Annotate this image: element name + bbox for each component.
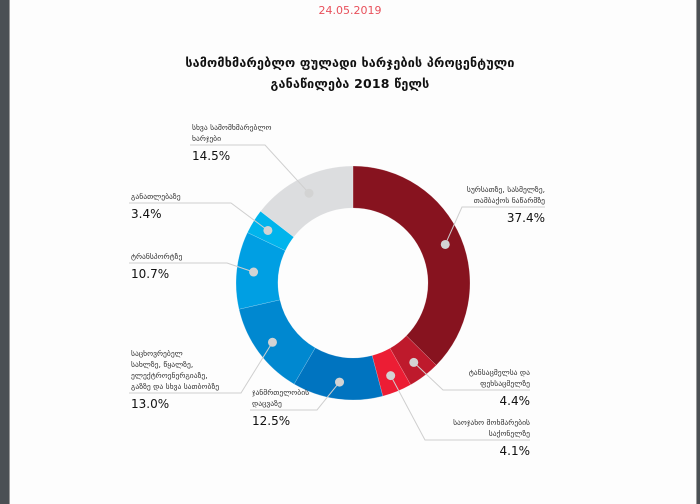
slice-value-label-6: 3.4% bbox=[131, 207, 162, 221]
callout-line-1 bbox=[413, 362, 530, 391]
slice-value-label-7: 14.5% bbox=[192, 149, 230, 163]
slice-label-0-line-1: თამბაქოს ნაწარმზე bbox=[474, 196, 545, 205]
callout-dot-7 bbox=[304, 188, 314, 198]
slice-labels: სურსათზე, სასმელზე, თამბაქოს ნაწარმზე 37.4… bbox=[131, 123, 545, 458]
callout-line-2 bbox=[390, 375, 530, 441]
donut-slice-4 bbox=[238, 299, 316, 385]
chart-title: სამომხმარებლო ფულადი ხარჯების პროცენტული… bbox=[0, 52, 700, 94]
slice-label-0-line-0: სურსათზე, სასმელზე, bbox=[467, 185, 545, 194]
slice-label-7-line-1: ხარჯები bbox=[192, 134, 221, 143]
donut-slices bbox=[235, 165, 471, 401]
callout-line-6 bbox=[129, 202, 269, 231]
callout-line-3 bbox=[250, 381, 340, 411]
callout-line-0 bbox=[444, 206, 545, 245]
callout-line-4 bbox=[129, 342, 273, 394]
callout-dot-0 bbox=[440, 239, 450, 249]
callout-line-5 bbox=[129, 262, 254, 273]
slice-label-4-line-0: საცხოვრებელ bbox=[131, 349, 183, 358]
slice-label-5-line-0: ტრანსპორტზე bbox=[131, 252, 182, 261]
donut-slice-0 bbox=[352, 165, 471, 366]
chart-title-line-2: განაწილება 2018 წელს bbox=[270, 76, 430, 91]
slice-label-4-line-1: სახლზე, წყალზე, bbox=[131, 360, 193, 369]
donut-slice-7 bbox=[260, 165, 354, 238]
chart-title-line-1: სამომხმარებლო ფულადი ხარჯების პროცენტული bbox=[185, 55, 515, 70]
callout-dot-3 bbox=[335, 377, 345, 387]
callout-dot-5 bbox=[249, 267, 259, 277]
slice-value-label-3: 12.5% bbox=[252, 414, 290, 428]
slice-label-1-line-0: ტანსაცმელსა და bbox=[469, 368, 530, 377]
slice-label-3-line-1: დაცვაზე bbox=[252, 399, 282, 408]
callout-dot-6 bbox=[263, 225, 273, 235]
callout-lines bbox=[129, 144, 545, 441]
slice-label-3-line-0: ჯანმრთელობის bbox=[252, 388, 309, 397]
donut-slice-5 bbox=[235, 232, 286, 310]
slice-label-2-line-0: საოჯახო მოხმარების bbox=[453, 418, 530, 427]
callout-dot-1 bbox=[409, 357, 419, 367]
callout-dot-4 bbox=[267, 337, 277, 347]
slice-value-label-0: 37.4% bbox=[507, 211, 545, 225]
slice-label-1-line-1: ფეხსაცმელზე bbox=[480, 379, 530, 388]
slice-label-7-line-0: სხვა სამომხმარებლო bbox=[192, 123, 272, 132]
slice-label-2-line-1: საქონელზე bbox=[489, 429, 530, 438]
slice-value-label-4: 13.0% bbox=[131, 397, 169, 411]
slice-label-4-line-3: გაზზე და სხვა სათბობზე bbox=[131, 382, 219, 391]
document-page bbox=[10, 0, 696, 504]
callout-line-7 bbox=[190, 144, 310, 194]
slice-value-label-2: 4.1% bbox=[500, 444, 531, 458]
document-date: 24.05.2019 bbox=[318, 4, 382, 17]
slice-label-4-line-2: ელექტროენერგიაზე, bbox=[131, 371, 208, 380]
slice-label-6-line-0: განათლებაზე bbox=[131, 192, 181, 201]
callout-dot-2 bbox=[386, 371, 396, 381]
slice-value-label-5: 10.7% bbox=[131, 267, 169, 281]
slice-value-label-1: 4.4% bbox=[500, 394, 531, 408]
